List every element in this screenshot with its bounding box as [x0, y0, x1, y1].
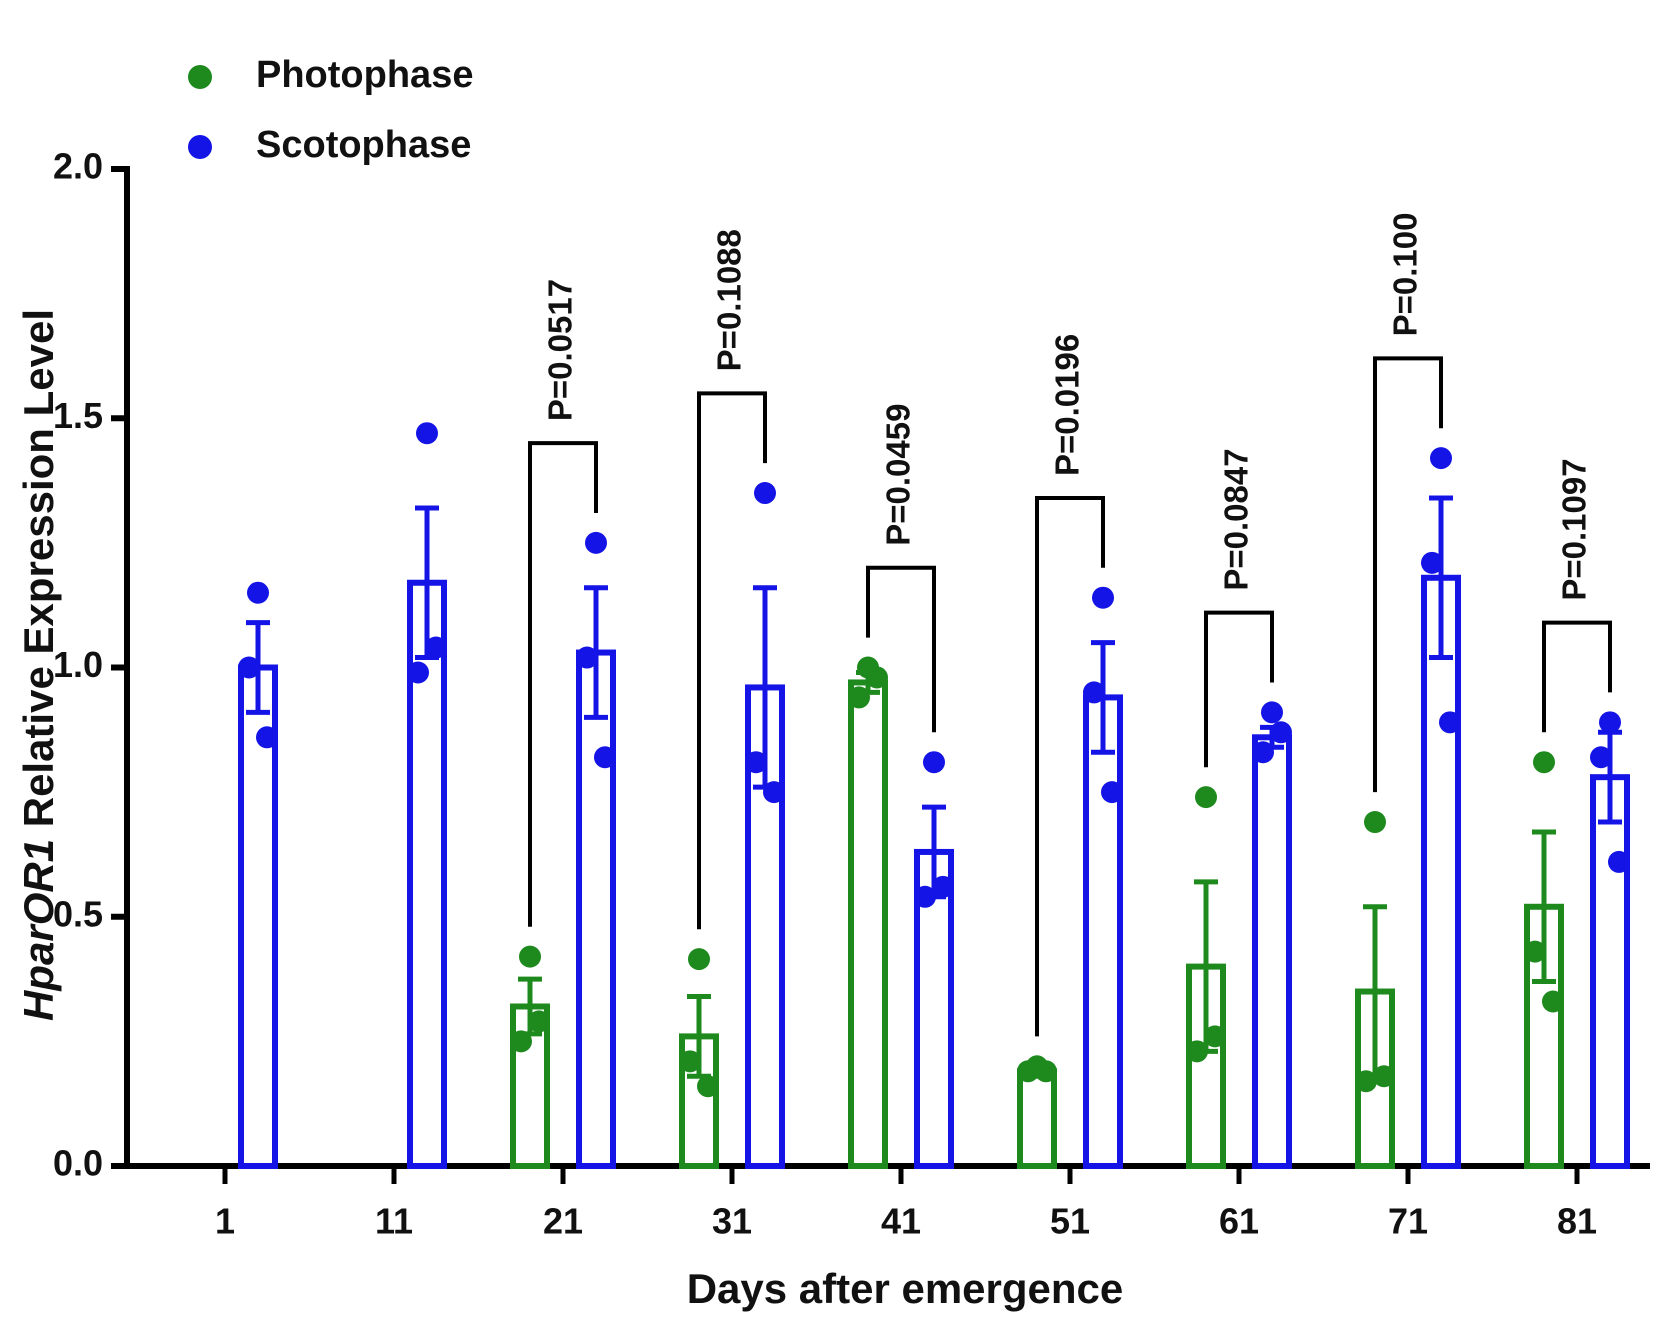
data-point [1017, 1060, 1039, 1083]
data-point [407, 661, 429, 684]
data-point [1590, 746, 1612, 769]
data-point [238, 656, 260, 679]
data-point [1092, 586, 1114, 609]
data-point [1542, 990, 1564, 1013]
data-point [1261, 701, 1283, 724]
data-point [932, 875, 954, 898]
y-tick-label: 0.5 [53, 893, 103, 934]
y-tick-label: 2.0 [53, 146, 103, 187]
legend-label: Photophase [256, 54, 473, 96]
data-point [754, 482, 776, 505]
data-point [1608, 850, 1630, 873]
data-point [745, 751, 767, 774]
data-point [1083, 681, 1105, 704]
data-point [1204, 1025, 1226, 1048]
bar [848, 679, 888, 1170]
y-tick-label: 0.0 [53, 1143, 103, 1184]
data-point [425, 636, 447, 659]
significance-bracket [1373, 356, 1443, 793]
data-point [1101, 781, 1123, 804]
data-point [697, 1075, 719, 1098]
data-point [848, 686, 870, 709]
bar [1252, 734, 1292, 1169]
data-point [1355, 1070, 1377, 1093]
data-point [914, 885, 936, 908]
data-point [256, 726, 278, 749]
bar [1590, 774, 1630, 1169]
x-tick-label: 21 [543, 1201, 583, 1242]
data-point [1364, 811, 1386, 834]
significance-bracket [1542, 620, 1612, 733]
y-axis-title: HparOR1 Relative Expression Level [15, 309, 62, 1021]
data-point [1599, 711, 1621, 734]
y-tick-label: 1.5 [53, 395, 103, 436]
significance-bracket [1204, 610, 1274, 768]
data-point [528, 1010, 550, 1033]
bar [1421, 574, 1461, 1169]
legend-marker [188, 135, 212, 159]
data-point [1195, 786, 1217, 809]
x-tick-label: 71 [1388, 1201, 1428, 1242]
data-point [585, 531, 607, 554]
data-point [688, 948, 710, 971]
data-point [1524, 940, 1546, 963]
x-tick-label: 51 [1050, 1201, 1090, 1242]
data-point [866, 666, 888, 689]
data-point [510, 1030, 532, 1053]
x-tick-label: 31 [712, 1201, 752, 1242]
data-point [1421, 551, 1443, 574]
data-point [679, 1050, 701, 1073]
significance-bracket [528, 441, 598, 927]
data-point [1439, 711, 1461, 734]
x-tick-label: 11 [375, 1201, 413, 1242]
data-point [1252, 741, 1274, 764]
data-point [1430, 447, 1452, 470]
data-point [519, 945, 541, 968]
data-point [1186, 1040, 1208, 1063]
data-point [247, 581, 269, 604]
bar [1017, 1068, 1057, 1170]
bar [576, 649, 616, 1169]
p-value-label: P=0.1097 [1556, 458, 1593, 600]
p-value-label: P=0.1088 [711, 229, 748, 371]
data-point [1035, 1060, 1057, 1083]
p-value-label: P=0.0847 [1218, 448, 1255, 590]
y-axis-text: Relative Expression Level [15, 309, 62, 827]
significance-bracket [866, 565, 936, 733]
data-point [1533, 751, 1555, 774]
y-tick-label: 1.0 [53, 644, 103, 685]
legend-label: Scotophase [256, 124, 471, 166]
x-tick-label: 61 [1219, 1201, 1259, 1242]
data-point [1373, 1065, 1395, 1088]
data-point [416, 422, 438, 445]
y-axis-gene: HparOR1 [15, 839, 62, 1021]
p-value-label: P=0.100 [1387, 213, 1424, 337]
significance-bracket [1035, 496, 1105, 1037]
x-tick-label: 81 [1557, 1201, 1597, 1242]
p-value-label: P=0.0459 [880, 404, 917, 546]
p-value-label: P=0.0196 [1049, 334, 1086, 476]
data-point [1270, 721, 1292, 744]
x-axis-title: Days after emergence [687, 1265, 1124, 1312]
x-tick-label: 1 [215, 1201, 235, 1242]
significance-bracket [697, 391, 767, 930]
data-point [594, 746, 616, 769]
data-point [763, 781, 785, 804]
data-point [576, 646, 598, 669]
p-value-label: P=0.0517 [542, 279, 579, 421]
bar [1083, 694, 1123, 1169]
x-tick-label: 41 [881, 1201, 921, 1242]
data-point [923, 751, 945, 774]
legend-marker [188, 65, 212, 89]
